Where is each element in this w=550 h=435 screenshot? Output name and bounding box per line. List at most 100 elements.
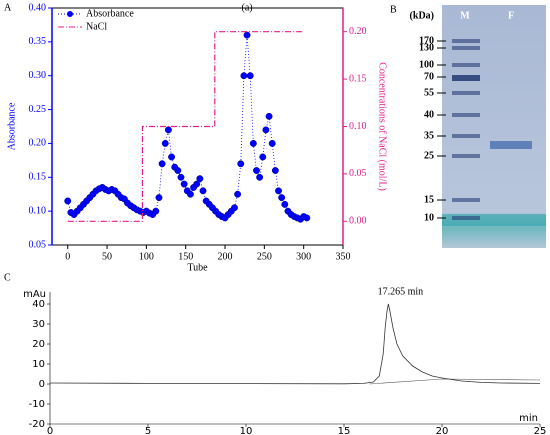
x-tick-label: 250 (257, 251, 272, 262)
absorbance-point (152, 207, 160, 215)
legend-label: NaCl (86, 21, 107, 32)
panel-label: A (4, 2, 12, 13)
absorbance-point (271, 167, 279, 174)
marker-band (452, 154, 480, 158)
absorbance-point (180, 180, 188, 188)
x-tick-label: 200 (218, 251, 233, 262)
absorbance-point (193, 180, 201, 188)
y-tick-label: 0.30 (29, 70, 47, 81)
marker-band (452, 39, 480, 43)
gel-background (442, 5, 546, 248)
marker-label: 40 (424, 109, 434, 120)
absorbance-point (177, 173, 185, 181)
absorbance-point (64, 197, 72, 205)
absorbance-point (246, 72, 254, 80)
y-tick-label: 40 (32, 299, 45, 310)
y2-tick-label: 0.10 (349, 121, 367, 132)
absorbance-point (268, 139, 276, 147)
baseline (369, 378, 541, 385)
absorbance-point (196, 175, 204, 183)
absorbance-point (243, 31, 251, 39)
y-tick-label: 0.05 (29, 239, 47, 250)
marker-band (452, 63, 480, 67)
marker-label: 15 (424, 194, 434, 205)
absorbance-point (237, 160, 245, 168)
x-tick-label: 10 (240, 426, 253, 435)
absorbance-point (278, 194, 286, 202)
marker-label: 130 (419, 42, 434, 53)
x-tick-label: 300 (296, 251, 311, 262)
absorbance-point (174, 167, 182, 174)
y-tick-label: 0.35 (29, 36, 47, 47)
marker-label: 35 (424, 130, 434, 141)
absorbance-point (265, 112, 273, 120)
legend-label: Absorbance (86, 8, 134, 19)
x-tick-label: 20 (436, 426, 449, 435)
y-tick-label: -20 (29, 419, 45, 430)
x-tick-label: 0 (47, 426, 53, 435)
y-tick-label: 0.25 (29, 104, 47, 115)
x-tick-label: 0 (65, 251, 70, 262)
marker-label: 10 (424, 212, 434, 223)
absorbance-point (199, 187, 207, 195)
absorbance-point (262, 126, 270, 134)
x-axis-label: Tube (187, 262, 208, 273)
y-tick-label: 0.15 (29, 172, 47, 183)
x-tick-label: 350 (336, 251, 351, 262)
y-tick-label: 0.40 (29, 2, 47, 13)
y2-tick-label: 0.20 (349, 26, 367, 37)
absorbance-point (249, 139, 257, 147)
marker-label: 25 (424, 150, 434, 161)
marker-label: 70 (424, 71, 434, 82)
marker-label: 100 (419, 59, 434, 70)
y-tick-label: 20 (32, 339, 45, 350)
absorbance-point (303, 214, 311, 222)
absorbance-point (253, 167, 260, 174)
y-tick-label: 30 (32, 319, 45, 330)
x-unit: min (519, 413, 538, 424)
marker-label: 170 (419, 35, 434, 46)
absorbance-point (275, 187, 282, 195)
marker-band (452, 134, 480, 138)
y-tick-label: 10 (32, 359, 45, 370)
marker-band (452, 46, 480, 50)
panel-label: B (390, 4, 397, 15)
y2-axis-label: Concentrations of NaCl (mol/L) (377, 62, 388, 191)
absorbance-point (161, 139, 169, 147)
y-unit: mAu (23, 289, 46, 300)
panel-label: C (4, 272, 11, 283)
absorbance-point (186, 190, 194, 198)
marker-band (452, 91, 480, 95)
y2-tick-label: 0.00 (349, 216, 367, 227)
absorbance-point (281, 200, 289, 208)
y2-tick-label: 0.15 (349, 73, 367, 84)
y-tick-label: 0.10 (29, 205, 47, 216)
absorbance-point (234, 190, 242, 198)
marker-label: 55 (424, 87, 434, 98)
unit-label: (kDa) (410, 10, 434, 21)
y2-tick-label: 0.05 (349, 168, 367, 179)
marker-band (452, 113, 480, 117)
annotation: (a) (241, 2, 252, 13)
marker-band (452, 198, 480, 202)
peak-annotation: 17.265 min (378, 286, 424, 297)
absorbance-point (256, 173, 264, 181)
absorbance-point (240, 72, 248, 80)
absorbance-point (259, 153, 267, 161)
lane-label: F (508, 10, 514, 21)
absorbance-point (168, 153, 175, 161)
chromatogram (49, 303, 541, 385)
absorbance-point (164, 126, 172, 134)
y-axis-label: Absorbance (6, 102, 17, 150)
absorbance-point (158, 160, 166, 168)
legend-marker (67, 11, 73, 17)
y-tick-label: 0 (39, 379, 45, 390)
y-tick-label: -10 (29, 399, 45, 410)
x-tick-label: 150 (178, 251, 193, 262)
y-tick-label: 0.20 (29, 138, 47, 149)
marker-band (452, 216, 480, 220)
marker-band (452, 75, 480, 81)
x-tick-label: 100 (139, 251, 154, 262)
sample-band (490, 141, 532, 149)
